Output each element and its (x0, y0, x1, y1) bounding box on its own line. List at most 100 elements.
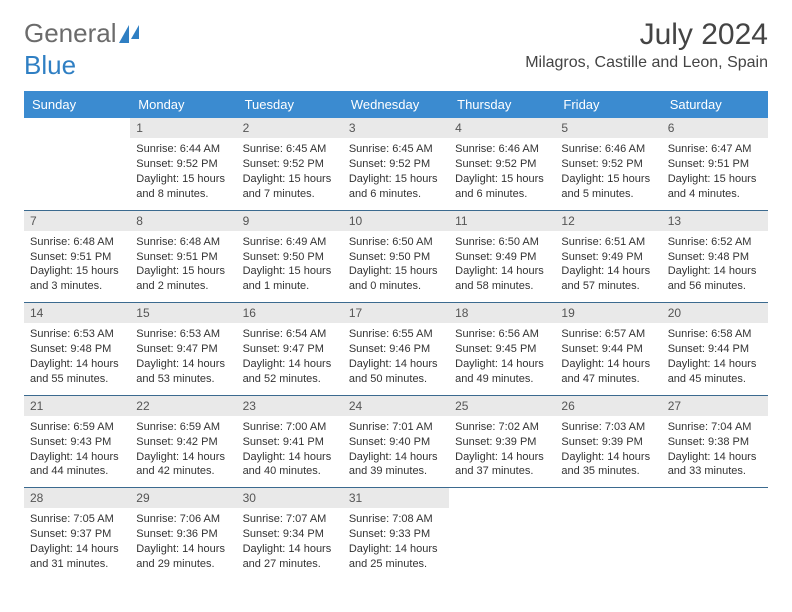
sunset-text: Sunset: 9:39 PM (561, 435, 655, 450)
daylight-text: and 6 minutes. (455, 187, 549, 202)
daylight-text: and 0 minutes. (349, 279, 443, 294)
daylight-text: Daylight: 15 hours (349, 264, 443, 279)
daylight-text: and 3 minutes. (30, 279, 124, 294)
sunset-text: Sunset: 9:52 PM (561, 157, 655, 172)
sunset-text: Sunset: 9:52 PM (136, 157, 230, 172)
day-number: 23 (237, 396, 343, 416)
sunset-text: Sunset: 9:33 PM (349, 527, 443, 542)
calendar-day-cell: 14Sunrise: 6:53 AMSunset: 9:48 PMDayligh… (24, 303, 130, 396)
sunrise-text: Sunrise: 6:49 AM (243, 235, 337, 250)
sunrise-text: Sunrise: 7:08 AM (349, 512, 443, 527)
calendar-body: .1Sunrise: 6:44 AMSunset: 9:52 PMDayligh… (24, 118, 768, 580)
daylight-text: Daylight: 14 hours (243, 542, 337, 557)
sunrise-text: Sunrise: 7:04 AM (668, 420, 762, 435)
day-number: 9 (237, 211, 343, 231)
daylight-text: Daylight: 15 hours (136, 172, 230, 187)
weekday-header: Thursday (449, 91, 555, 118)
day-number: 27 (662, 396, 768, 416)
sunrise-text: Sunrise: 6:48 AM (136, 235, 230, 250)
day-number: 31 (343, 488, 449, 508)
calendar-day-cell: 21Sunrise: 6:59 AMSunset: 9:43 PMDayligh… (24, 395, 130, 488)
calendar-week-row: .1Sunrise: 6:44 AMSunset: 9:52 PMDayligh… (24, 118, 768, 210)
sunset-text: Sunset: 9:48 PM (668, 250, 762, 265)
sunset-text: Sunset: 9:38 PM (668, 435, 762, 450)
daylight-text: Daylight: 14 hours (136, 542, 230, 557)
sunrise-text: Sunrise: 7:05 AM (30, 512, 124, 527)
daylight-text: Daylight: 14 hours (349, 542, 443, 557)
sunrise-text: Sunrise: 6:52 AM (668, 235, 762, 250)
sunrise-text: Sunrise: 6:48 AM (30, 235, 124, 250)
location-subtitle: Milagros, Castille and Leon, Spain (525, 54, 768, 72)
sunrise-text: Sunrise: 6:53 AM (30, 327, 124, 342)
daylight-text: Daylight: 14 hours (561, 357, 655, 372)
sunset-text: Sunset: 9:51 PM (30, 250, 124, 265)
day-number: 12 (555, 211, 661, 231)
daylight-text: Daylight: 14 hours (30, 450, 124, 465)
daylight-text: Daylight: 14 hours (136, 450, 230, 465)
weekday-header: Monday (130, 91, 236, 118)
sunrise-text: Sunrise: 7:03 AM (561, 420, 655, 435)
sunrise-text: Sunrise: 7:01 AM (349, 420, 443, 435)
day-number: 17 (343, 303, 449, 323)
month-title: July 2024 (525, 18, 768, 52)
calendar-day-cell: 5Sunrise: 6:46 AMSunset: 9:52 PMDaylight… (555, 118, 661, 210)
calendar-day-cell: 25Sunrise: 7:02 AMSunset: 9:39 PMDayligh… (449, 395, 555, 488)
daylight-text: Daylight: 14 hours (243, 450, 337, 465)
daylight-text: and 56 minutes. (668, 279, 762, 294)
weekday-header: Wednesday (343, 91, 449, 118)
daylight-text: and 8 minutes. (136, 187, 230, 202)
day-number: 3 (343, 118, 449, 138)
sunrise-text: Sunrise: 7:06 AM (136, 512, 230, 527)
daylight-text: Daylight: 14 hours (668, 450, 762, 465)
daylight-text: and 6 minutes. (349, 187, 443, 202)
weekday-header: Tuesday (237, 91, 343, 118)
sail-icon (119, 25, 129, 43)
daylight-text: and 31 minutes. (30, 557, 124, 572)
day-number: 25 (449, 396, 555, 416)
daylight-text: and 27 minutes. (243, 557, 337, 572)
sunrise-text: Sunrise: 6:59 AM (136, 420, 230, 435)
sunrise-text: Sunrise: 6:53 AM (136, 327, 230, 342)
day-number: 11 (449, 211, 555, 231)
day-number: 28 (24, 488, 130, 508)
sunset-text: Sunset: 9:42 PM (136, 435, 230, 450)
day-number: 1 (130, 118, 236, 138)
calendar-day-cell: 16Sunrise: 6:54 AMSunset: 9:47 PMDayligh… (237, 303, 343, 396)
calendar-day-cell: 26Sunrise: 7:03 AMSunset: 9:39 PMDayligh… (555, 395, 661, 488)
sunrise-text: Sunrise: 6:45 AM (349, 142, 443, 157)
calendar-day-cell: 18Sunrise: 6:56 AMSunset: 9:45 PMDayligh… (449, 303, 555, 396)
daylight-text: Daylight: 14 hours (455, 264, 549, 279)
sunset-text: Sunset: 9:41 PM (243, 435, 337, 450)
day-number: 26 (555, 396, 661, 416)
daylight-text: and 53 minutes. (136, 372, 230, 387)
calendar-day-cell: 30Sunrise: 7:07 AMSunset: 9:34 PMDayligh… (237, 488, 343, 580)
calendar-week-row: 28 Sunrise: 7:05 AMSunset: 9:37 PM Dayligh… (24, 488, 768, 580)
calendar-week-row: 21Sunrise: 6:59 AMSunset: 9:43 PMDayligh… (24, 395, 768, 488)
day-number: 16 (237, 303, 343, 323)
sunset-text: Sunset: 9:47 PM (136, 342, 230, 357)
day-number: 2 (237, 118, 343, 138)
day-number: 8 (130, 211, 236, 231)
sunrise-text: Sunrise: 6:46 AM (455, 142, 549, 157)
brand-logo: General (24, 18, 129, 49)
daylight-text: and 47 minutes. (561, 372, 655, 387)
calendar-day-cell: 2Sunrise: 6:45 AMSunset: 9:52 PMDaylight… (237, 118, 343, 210)
sunset-text: Sunset: 9:44 PM (668, 342, 762, 357)
daylight-text: and 58 minutes. (455, 279, 549, 294)
weekday-header: Friday (555, 91, 661, 118)
daylight-text: Daylight: 14 hours (349, 450, 443, 465)
calendar-day-cell: . (555, 488, 661, 580)
calendar-day-cell: . (662, 488, 768, 580)
daylight-text: Daylight: 15 hours (136, 264, 230, 279)
sunset-text: Sunset: 9:37 PM (30, 527, 124, 542)
sunset-text: Sunset: 9:49 PM (455, 250, 549, 265)
day-number: 7 (24, 211, 130, 231)
sunrise-text: Sunrise: 6:51 AM (561, 235, 655, 250)
daylight-text: Daylight: 15 hours (455, 172, 549, 187)
day-number: 5 (555, 118, 661, 138)
weekday-header: Sunday (24, 91, 130, 118)
daylight-text: and 57 minutes. (561, 279, 655, 294)
daylight-text: and 37 minutes. (455, 464, 549, 479)
daylight-text: and 49 minutes. (455, 372, 549, 387)
calendar-day-cell: 12Sunrise: 6:51 AMSunset: 9:49 PMDayligh… (555, 210, 661, 303)
